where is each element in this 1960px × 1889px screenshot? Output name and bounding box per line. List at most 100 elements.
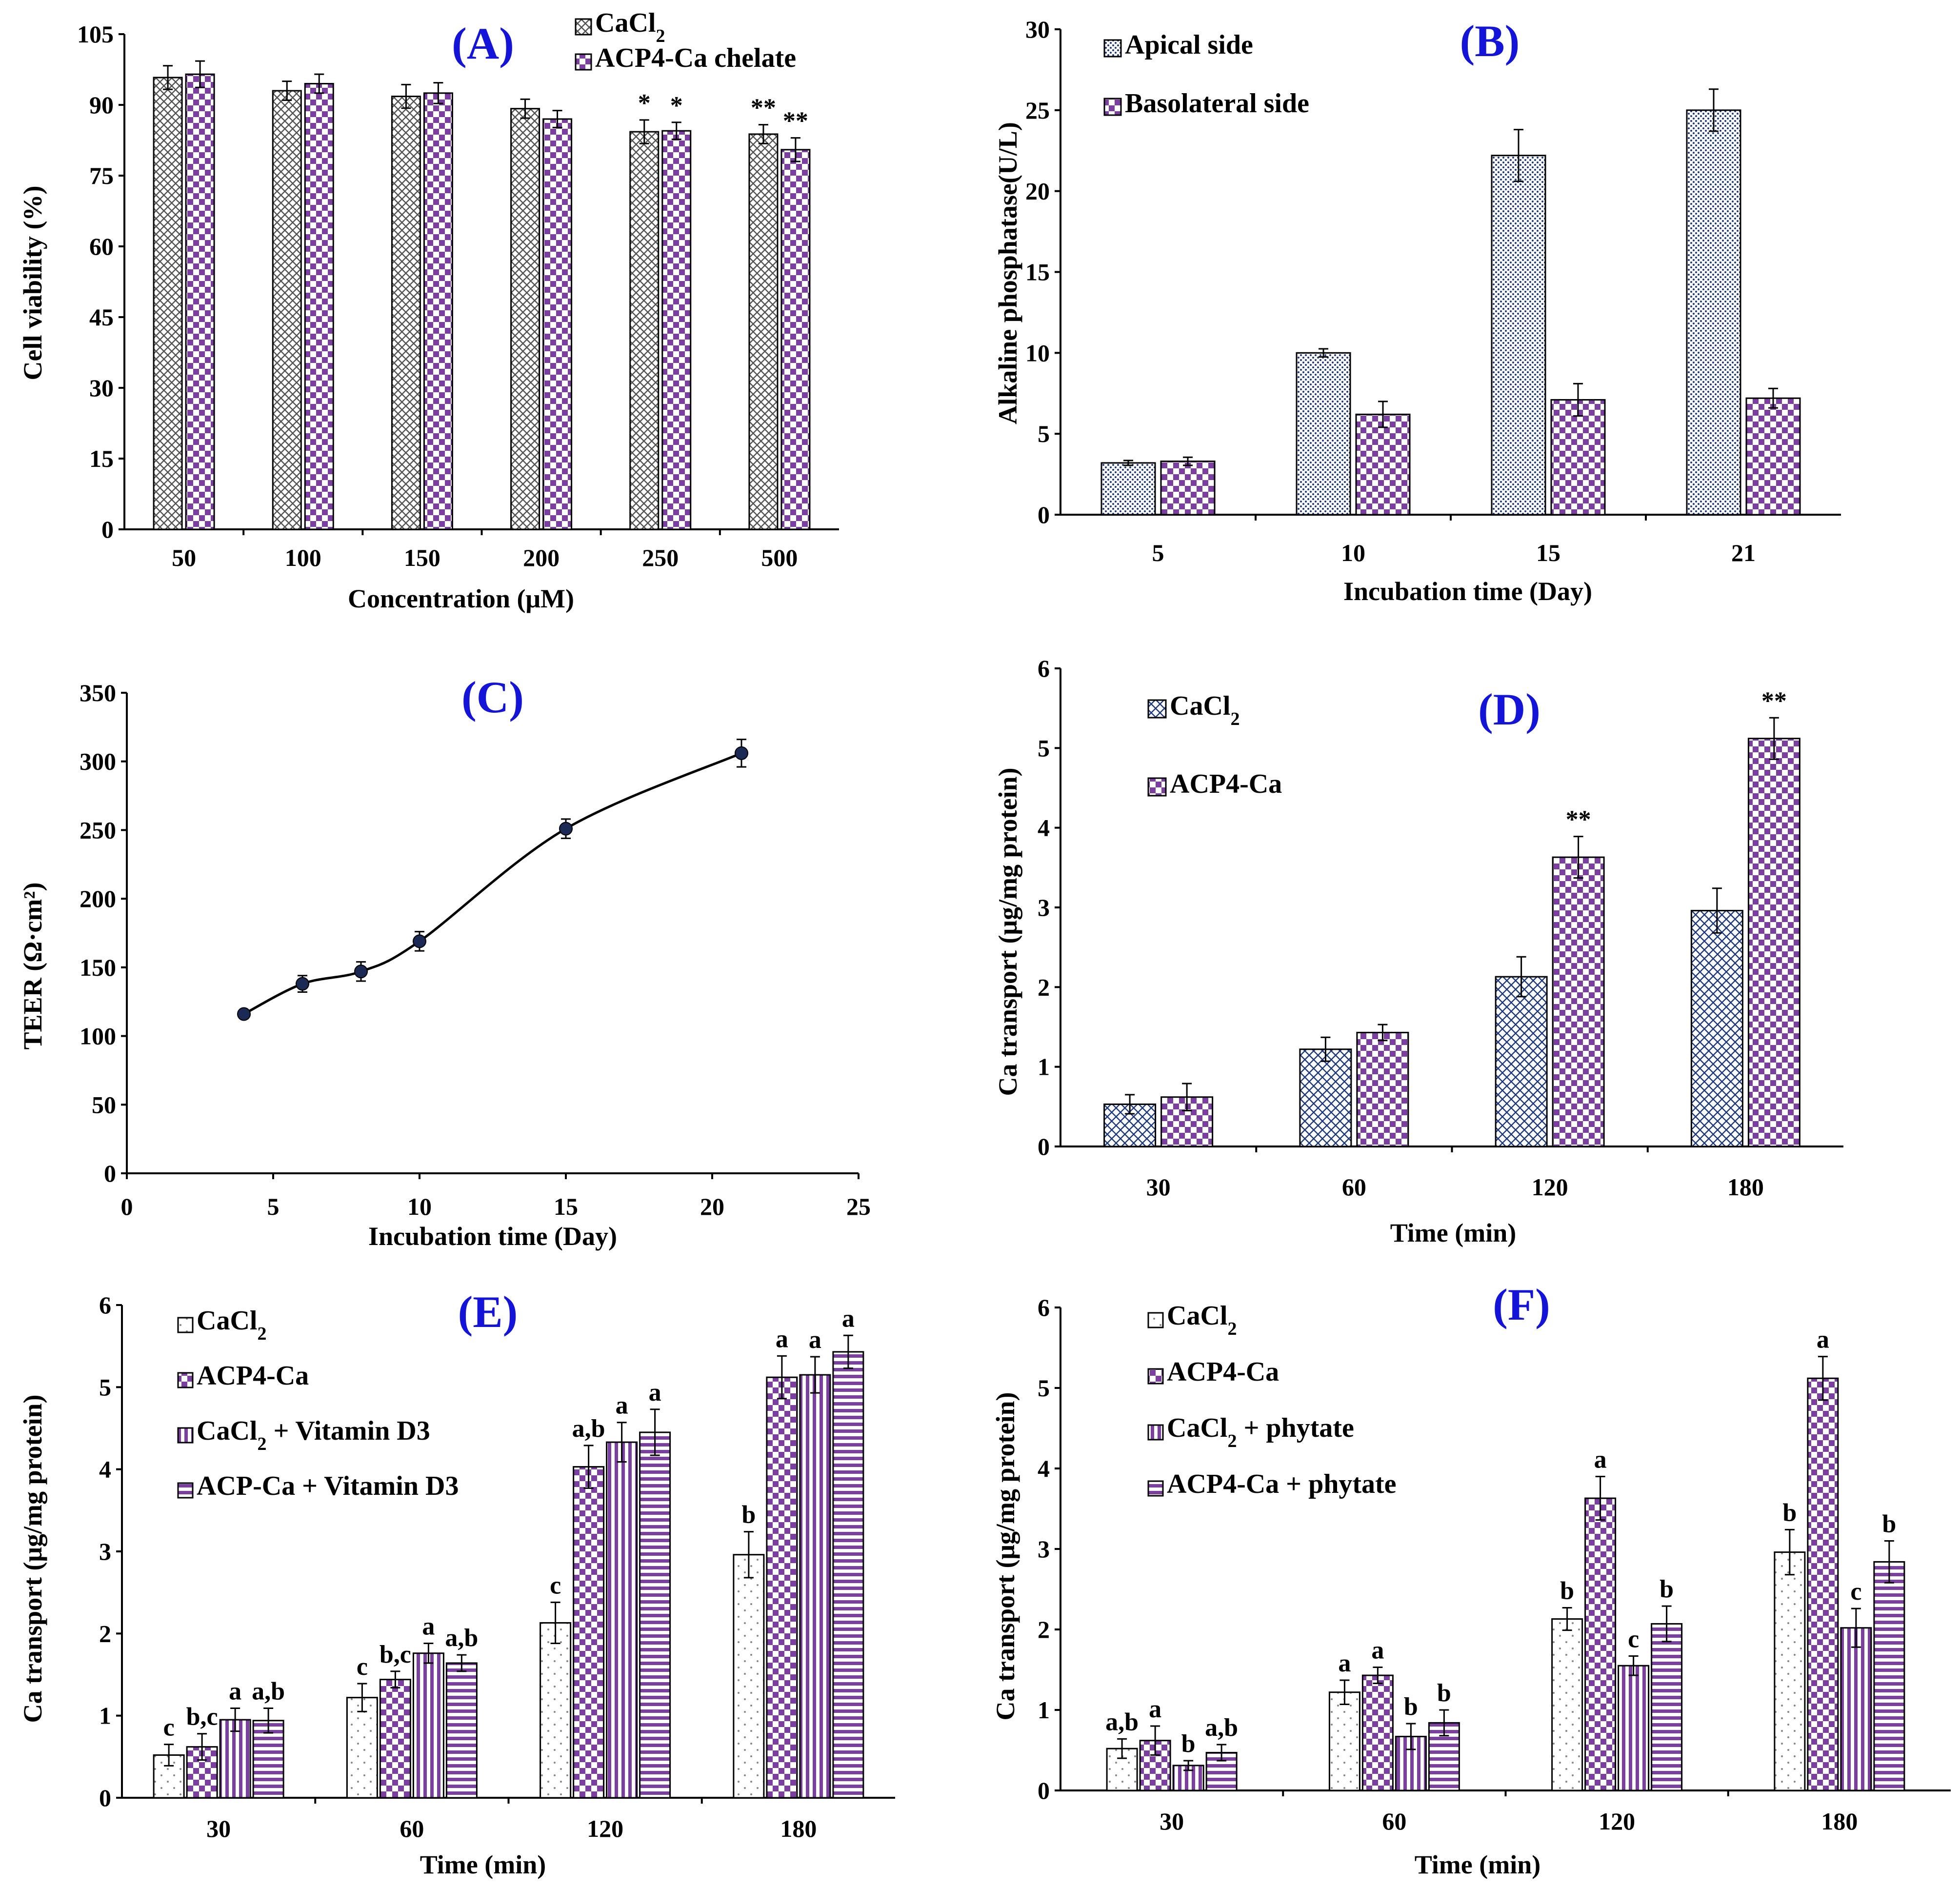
y-tick-label: 3 bbox=[1038, 1535, 1050, 1563]
significance-label: c bbox=[1628, 1625, 1639, 1653]
y-tick-label: 0 bbox=[101, 516, 114, 543]
y-tick-label: 1 bbox=[1038, 1053, 1050, 1081]
error-bar bbox=[1183, 1760, 1194, 1771]
error-bar bbox=[195, 60, 205, 88]
significance-label: b bbox=[1660, 1575, 1674, 1603]
x-tick-label: 21 bbox=[1731, 539, 1756, 566]
x-tick-label: 120 bbox=[1599, 1808, 1635, 1835]
y-tick-label: 50 bbox=[92, 1091, 116, 1118]
x-tick-label: 10 bbox=[1341, 539, 1365, 566]
error-bar bbox=[1516, 956, 1526, 998]
y-tick-label: 0 bbox=[99, 1784, 111, 1811]
legend-swatch bbox=[177, 1317, 194, 1333]
bar bbox=[1356, 1031, 1409, 1147]
y-axis-title: Ca transport (μg/mg protein) bbox=[993, 767, 1022, 1096]
x-tick-label: 30 bbox=[1160, 1808, 1184, 1835]
data-point bbox=[559, 822, 573, 836]
y-tick-label: 5 bbox=[1038, 420, 1050, 447]
y-tick-label: 3 bbox=[99, 1538, 111, 1565]
y-tick-label: 25 bbox=[1025, 97, 1050, 124]
bar bbox=[1584, 1497, 1617, 1791]
error-bar bbox=[1340, 1679, 1350, 1705]
significance-label: a bbox=[1338, 1649, 1351, 1677]
significance-label: c bbox=[550, 1571, 561, 1599]
x-tick-label: 30 bbox=[206, 1815, 231, 1842]
legend-label: CaCl2 bbox=[1167, 1301, 1237, 1339]
error-bar bbox=[1595, 1476, 1605, 1521]
error-bar bbox=[1182, 1083, 1192, 1111]
significance-label: a bbox=[1371, 1637, 1384, 1665]
significance-label: b bbox=[1404, 1693, 1418, 1721]
legend-label: ACP4-Ca chelate bbox=[595, 43, 796, 73]
bar bbox=[540, 1622, 572, 1799]
error-bar bbox=[1818, 1356, 1828, 1401]
significance-label: b bbox=[1181, 1730, 1196, 1758]
bar bbox=[766, 1376, 798, 1799]
legend-swatch bbox=[177, 1372, 194, 1388]
error-bar bbox=[1784, 1528, 1795, 1576]
x-tick-label: 180 bbox=[1727, 1173, 1764, 1201]
x-tick-label: 50 bbox=[172, 544, 196, 571]
panel-b-chart: 0 5 10 15 20 25 30 Incubation time (Day) Alkalin… bbox=[993, 16, 1841, 606]
bar bbox=[629, 131, 660, 530]
significance-label: c bbox=[1850, 1578, 1861, 1606]
error-bar bbox=[390, 1670, 400, 1688]
legend-swatch bbox=[1103, 39, 1122, 58]
y-tick-label: 15 bbox=[89, 445, 114, 472]
significance-label: b bbox=[741, 1501, 756, 1529]
error-bar bbox=[1628, 1655, 1639, 1676]
y-tick-label: 200 bbox=[80, 885, 116, 912]
y-axis-title: Ca transport (μg/mg protein) bbox=[991, 1392, 1020, 1720]
y-tick-label: 6 bbox=[99, 1291, 111, 1319]
error-bar bbox=[520, 98, 530, 119]
error-bar bbox=[550, 1601, 560, 1645]
error-bar bbox=[433, 82, 443, 104]
error-bar bbox=[743, 1531, 754, 1579]
error-bar bbox=[164, 1744, 174, 1767]
x-axis-title: Time (min) bbox=[1390, 1218, 1516, 1247]
error-bar bbox=[639, 119, 649, 144]
y-tick-label: 4 bbox=[1038, 814, 1050, 842]
error-bar bbox=[1709, 88, 1719, 132]
y-tick-label: 60 bbox=[89, 233, 114, 260]
legend-swatch bbox=[1147, 1480, 1164, 1497]
significance-label: ** bbox=[751, 94, 776, 122]
y-tick-label: 4 bbox=[99, 1456, 111, 1483]
bar bbox=[1495, 976, 1548, 1147]
significance-label: * bbox=[670, 92, 683, 120]
legend-label: CaCl2 + phytate bbox=[1167, 1413, 1354, 1451]
significance-label: c bbox=[163, 1714, 175, 1742]
y-tick-label: 0 bbox=[1038, 1777, 1050, 1804]
error-bar bbox=[1851, 1608, 1861, 1648]
error-bar bbox=[1514, 129, 1523, 182]
bar bbox=[606, 1441, 638, 1799]
legend-label: Basolateral side bbox=[1125, 88, 1309, 119]
panel-letter: (C) bbox=[461, 672, 524, 722]
significance-label: a,b bbox=[252, 1678, 285, 1706]
x-tick-label: 120 bbox=[587, 1815, 623, 1842]
significance-label: a,b bbox=[445, 1624, 478, 1652]
x-tick-label: 60 bbox=[1382, 1808, 1406, 1835]
legend-label: ACP4-Ca + phytate bbox=[1167, 1469, 1397, 1499]
error-bar bbox=[1769, 717, 1779, 760]
error-bar bbox=[1562, 1607, 1572, 1631]
error-bar bbox=[1183, 456, 1193, 466]
significance-label: * bbox=[638, 89, 651, 117]
significance-label: b,c bbox=[186, 1703, 218, 1731]
x-tick-label: 250 bbox=[642, 544, 679, 571]
legend-swatch bbox=[575, 53, 592, 71]
error-bar bbox=[1123, 460, 1133, 466]
bar bbox=[423, 92, 453, 530]
legend-swatch bbox=[575, 18, 592, 36]
x-tick-label: 100 bbox=[285, 544, 321, 571]
error-bar bbox=[843, 1334, 853, 1369]
x-axis-title: Time (min) bbox=[420, 1850, 546, 1879]
error-bar bbox=[650, 1408, 660, 1456]
y-tick-label: 300 bbox=[80, 748, 116, 775]
data-point bbox=[296, 977, 309, 991]
bar bbox=[1745, 397, 1801, 516]
bar bbox=[1873, 1561, 1905, 1791]
y-axis-title: Cell viability (%) bbox=[18, 186, 47, 381]
x-tick-label: 15 bbox=[1536, 539, 1560, 566]
error-bar bbox=[197, 1733, 207, 1761]
